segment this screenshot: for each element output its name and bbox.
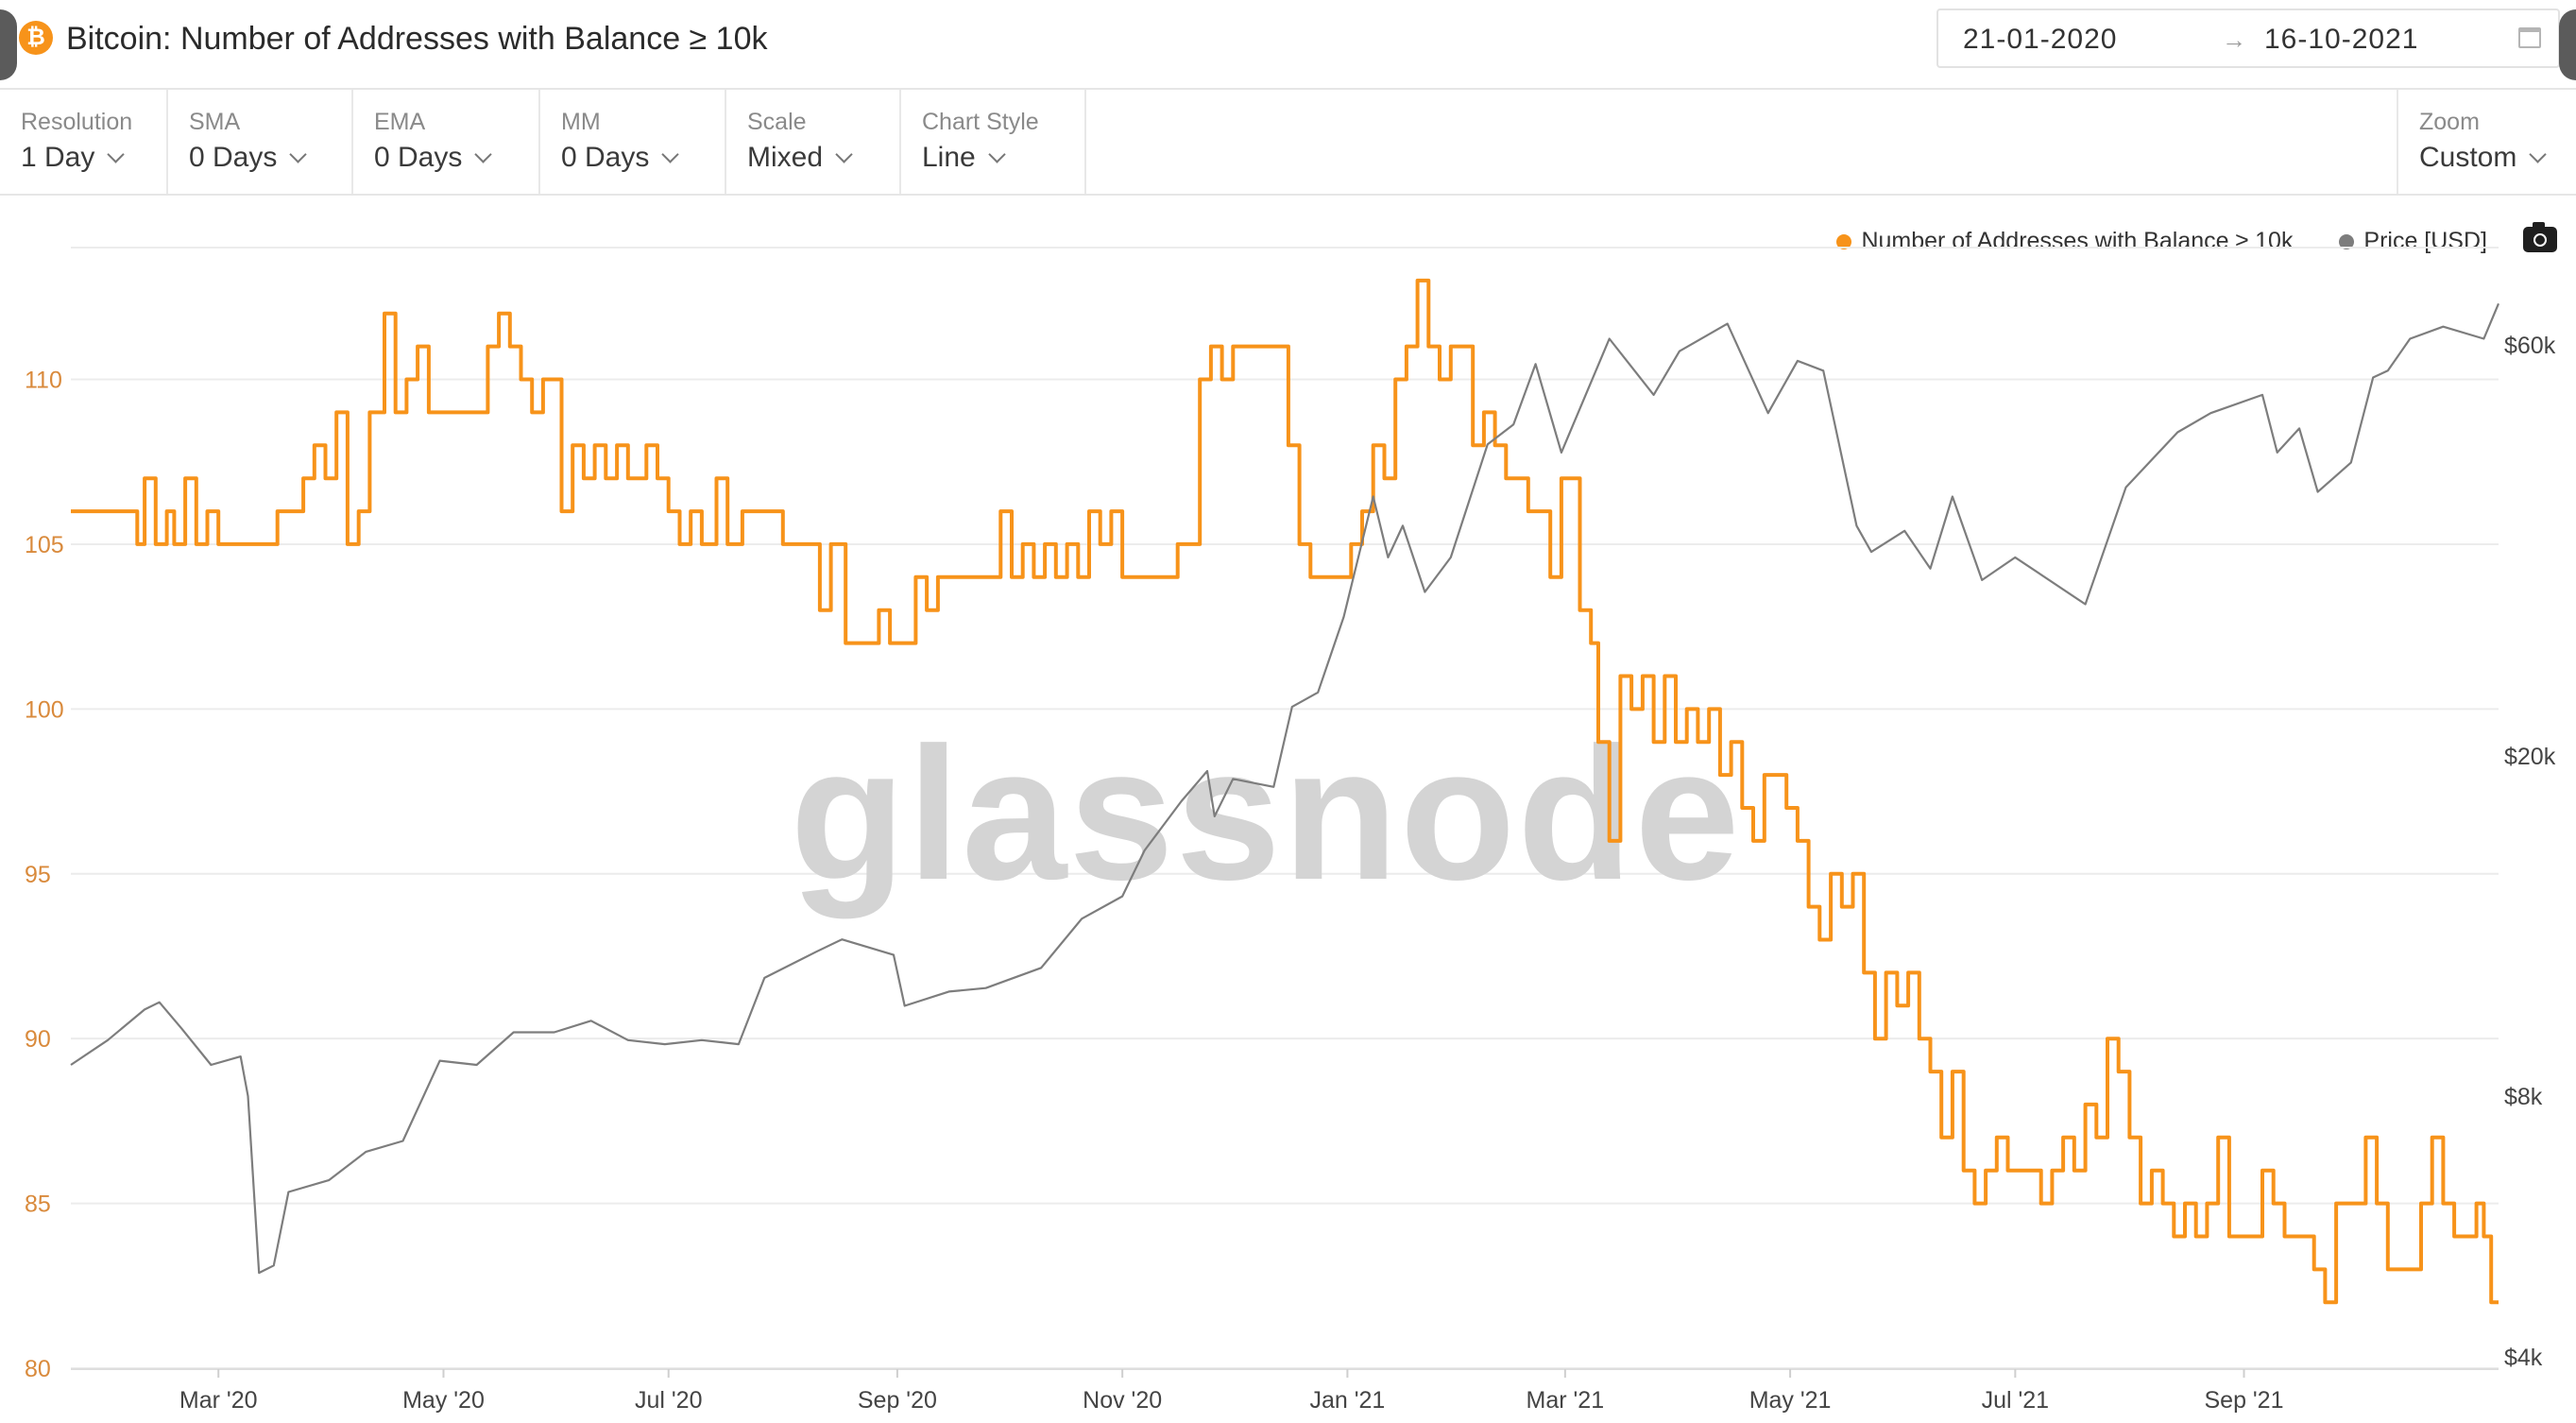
- y-left-tick-label: 95: [25, 862, 51, 888]
- dropdown-label: Zoom: [2419, 109, 2480, 135]
- scale-dropdown[interactable]: Scale Mixed: [726, 90, 901, 194]
- chart-style-dropdown[interactable]: Chart Style Line: [901, 90, 1086, 194]
- y-right-tick-label: $8k: [2504, 1084, 2543, 1110]
- date-from-field[interactable]: 21-01-2020: [1963, 24, 2118, 55]
- zoom-dropdown[interactable]: Zoom Custom: [2397, 90, 2576, 194]
- legend-dot-price: [2339, 234, 2355, 249]
- dropdown-label: MM: [561, 109, 601, 135]
- date-to-field[interactable]: 16-10-2021: [2264, 24, 2419, 55]
- dropdown-label: Scale: [747, 109, 807, 135]
- right-edge-handle: [2559, 9, 2576, 80]
- mm-dropdown[interactable]: MM 0 Days: [540, 90, 726, 194]
- x-tick-label: Sep '21: [2204, 1387, 2283, 1414]
- x-tick-label: May '20: [402, 1387, 485, 1414]
- y-right-tick-label: $60k: [2504, 333, 2556, 359]
- legend-item-addresses[interactable]: Number of Addresses with Balance ≥ 10k: [1836, 228, 2293, 255]
- y-left-tick-label: 110: [25, 368, 62, 394]
- x-tick-label: Sep '20: [858, 1387, 937, 1414]
- plot-area: [70, 278, 2500, 1305]
- watermark: glassnode: [790, 709, 1741, 919]
- dropdown-label: Resolution: [21, 109, 133, 135]
- bitcoin-icon: ₿: [19, 21, 53, 55]
- x-tick-label: Mar '20: [179, 1387, 258, 1414]
- x-tick-label: Mar '21: [1527, 1387, 1605, 1414]
- dropdown-value: 0 Days: [561, 142, 680, 174]
- chart-header: ₿ Bitcoin: Number of Addresses with Bala…: [0, 0, 2576, 90]
- y-left-tick-label: 90: [25, 1026, 51, 1053]
- y-left-tick-label: 80: [25, 1356, 51, 1382]
- camera-icon[interactable]: [2523, 222, 2557, 252]
- left-edge-handle: [0, 9, 17, 80]
- dropdown-label: Chart Style: [922, 109, 1039, 135]
- dropdown-value: 0 Days: [374, 142, 493, 174]
- arrow-right-icon: →: [2222, 26, 2246, 54]
- axes: 110 105 100 95 90 85 80 $60k $20k $8k $4k Mar '20 Ma…: [25, 333, 2556, 1414]
- dropdown-value: Mixed: [747, 142, 853, 174]
- series-line-price: [70, 302, 2500, 1275]
- series-line-addresses: [71, 278, 2499, 1305]
- legend-label: Price [USD]: [2363, 228, 2487, 254]
- x-tick-label: Jul '20: [635, 1387, 702, 1414]
- dropdown-value: Line: [922, 142, 1006, 174]
- chart-controls-bar: Resolution 1 Day SMA 0 Days EMA 0 Days M…: [0, 90, 2576, 196]
- y-left-tick-label: 100: [25, 696, 64, 723]
- dropdown-label: EMA: [374, 109, 426, 135]
- chart-legend: Number of Addresses with Balance ≥ 10k P…: [1797, 228, 2487, 255]
- dropdown-value: 1 Day: [21, 142, 126, 174]
- ema-dropdown[interactable]: EMA 0 Days: [353, 90, 540, 194]
- y-left-tick-label: 105: [25, 532, 64, 558]
- x-tick-label: Nov '20: [1083, 1387, 1162, 1414]
- resolution-dropdown[interactable]: Resolution 1 Day: [0, 90, 168, 194]
- y-left-tick-label: 85: [25, 1192, 51, 1218]
- x-tick-label: Jul '21: [1982, 1387, 2049, 1414]
- x-tick-label: May '21: [1749, 1387, 1832, 1414]
- y-right-tick-label: $20k: [2504, 744, 2556, 770]
- dropdown-label: SMA: [189, 109, 241, 135]
- page-title: Bitcoin: Number of Addresses with Balanc…: [66, 21, 768, 57]
- grid-lines: [71, 247, 2499, 1370]
- legend-item-price[interactable]: Price [USD]: [2339, 228, 2487, 255]
- sma-dropdown[interactable]: SMA 0 Days: [168, 90, 353, 194]
- calendar-icon[interactable]: [2518, 27, 2541, 48]
- dropdown-value: Custom: [2419, 142, 2548, 174]
- y-right-tick-label: $4k: [2504, 1345, 2543, 1371]
- legend-dot-addresses: [1836, 234, 1852, 249]
- dropdown-value: 0 Days: [189, 142, 308, 174]
- legend-label: Number of Addresses with Balance ≥ 10k: [1861, 228, 2294, 254]
- x-tick-label: Jan '21: [1309, 1387, 1385, 1414]
